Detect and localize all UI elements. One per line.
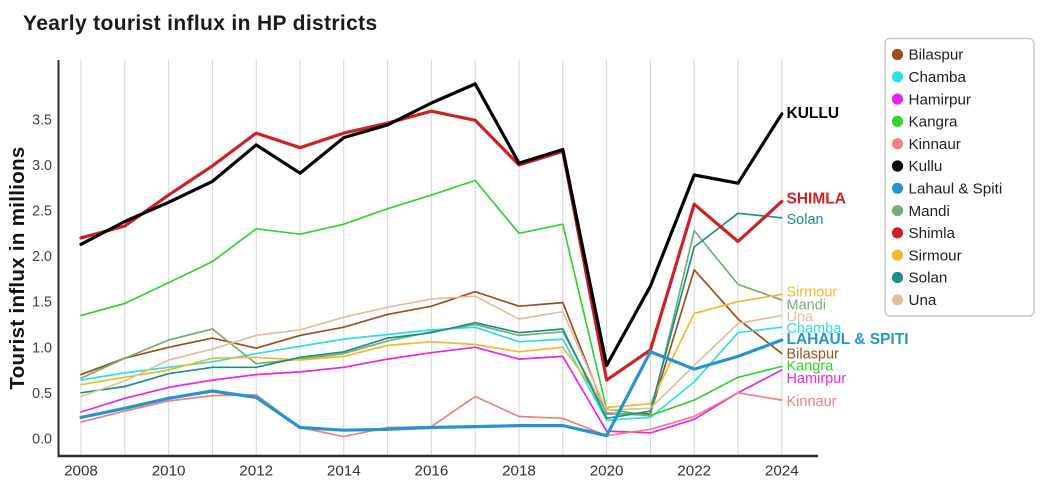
series-end-label-una: Una — [787, 309, 815, 325]
x-tick-label-2014: 2014 — [327, 463, 361, 480]
x-tick-label-2018: 2018 — [502, 463, 536, 480]
legend-item-solan: Solan — [891, 270, 948, 287]
legend-swatch-kullu — [891, 160, 904, 172]
x-tick-label-2010: 2010 — [152, 463, 186, 480]
series-line-una — [80, 295, 783, 411]
series-end-label-bilaspur: Bilaspur — [787, 347, 840, 363]
series-line-hamirpur — [80, 346, 783, 434]
x-tick-label-2012: 2012 — [239, 463, 273, 480]
series-end-label-mandi: Mandi — [787, 297, 827, 313]
series-end-label-lahaul-spiti: LAHAUL & SPITI — [787, 331, 909, 348]
legend-item-kangra: Kangra — [891, 114, 959, 131]
legend-label: Kullu — [909, 158, 943, 175]
legend-label: Sirmour — [909, 247, 962, 264]
gridlines — [80, 60, 783, 455]
x-tick-label-2020: 2020 — [590, 463, 624, 480]
legend-label: Mandi — [909, 203, 950, 220]
x-tick-label-2016: 2016 — [415, 463, 449, 480]
series-end-label-kinnaur: Kinnaur — [787, 394, 837, 410]
series-line-kangra — [80, 179, 783, 417]
legend-item-hamirpur: Hamirpur — [891, 91, 971, 108]
series-line-bilaspur — [80, 268, 783, 415]
y-tick-label-0.5: 0.5 — [32, 386, 52, 402]
legend-swatch-hamirpur — [891, 93, 904, 105]
series-line-sirmour — [80, 293, 783, 409]
legend-label: Shimla — [909, 225, 956, 242]
x-tick-label-2022: 2022 — [677, 463, 711, 480]
y-axis-tick-labels: 0.0 0.5 1.0 1.5 2.0 2.5 3.0 3.5 — [32, 112, 52, 447]
legend-item-kullu: Kullu — [891, 158, 943, 175]
legend-label: Kangra — [909, 114, 959, 131]
legend-item-bilaspur: Bilaspur — [891, 47, 964, 64]
series-end-label-hamirpur: Hamirpur — [787, 371, 847, 387]
legend-swatch-sirmour — [891, 249, 904, 261]
legend-swatch-solan — [891, 271, 904, 284]
axes-spines — [57, 60, 818, 458]
chart-title: Yearly tourist influx in HP districts — [23, 12, 378, 35]
legend-item-chamba: Chamba — [891, 69, 967, 86]
series-end-label-kullu: KULLU — [787, 105, 840, 122]
legend-box — [884, 37, 1035, 317]
legend-item-una: Una — [891, 292, 937, 309]
legend-label: Chamba — [909, 69, 967, 86]
y-tick-label-0.0: 0.0 — [32, 431, 52, 447]
x-axis-tick-labels: 2008 2010 2012 2014 2016 2018 2020 2022 2024 — [64, 463, 799, 480]
x-tick-label-2008: 2008 — [64, 463, 98, 480]
legend-swatch-chamba — [891, 71, 904, 83]
legend-swatch-kangra — [891, 115, 904, 127]
legend-swatch-shimla — [891, 227, 904, 239]
legend-item-sirmour: Sirmour — [891, 247, 962, 264]
legend-swatch-una — [891, 294, 904, 306]
series-end-label-kangra: Kangra — [787, 358, 835, 374]
legend-item-mandi: Mandi — [891, 203, 950, 220]
series-line-chamba — [80, 326, 783, 422]
legend-label: Kinnaur — [909, 136, 961, 153]
series-line-shimla — [79, 109, 784, 382]
y-axis-title: Tourist influx in millions — [6, 146, 29, 389]
legend: Bilaspur Chamba Hamirpur Kangra Kinnaur Kullu… — [884, 37, 1035, 317]
y-tick-label-1.0: 1.0 — [32, 340, 52, 356]
legend-swatch-lahaul-spiti — [891, 182, 904, 194]
y-tick-label-2.5: 2.5 — [32, 204, 52, 220]
series-end-label-sirmour: Sirmour — [787, 285, 838, 301]
series-line-kullu — [79, 82, 784, 368]
y-tick-label-3.5: 3.5 — [32, 112, 52, 128]
legend-label: Bilaspur — [909, 47, 964, 64]
x-tick-label-2024: 2024 — [765, 463, 799, 480]
legend-label: Solan — [909, 270, 948, 287]
legend-label: Lahaul & Spiti — [909, 181, 1003, 198]
y-tick-label-1.5: 1.5 — [32, 295, 52, 311]
legend-item-kinnaur: Kinnaur — [891, 136, 961, 153]
legend-item-shimla: Shimla — [891, 225, 956, 242]
legend-label: Una — [909, 292, 937, 309]
legend-swatch-kinnaur — [891, 138, 904, 150]
legend-swatch-bilaspur — [891, 48, 904, 61]
series-end-label-chamba: Chamba — [787, 321, 843, 337]
y-tick-label-3.0: 3.0 — [32, 158, 52, 174]
legend-label: Hamirpur — [909, 91, 971, 108]
legend-swatch-mandi — [891, 205, 904, 217]
series-end-label-shimla: SHIMLA — [787, 191, 846, 208]
series-line-lahaul-spiti — [79, 338, 784, 438]
y-tick-label-2.0: 2.0 — [32, 249, 52, 265]
series-lines — [79, 82, 784, 438]
series-end-label-solan: Solan — [787, 212, 824, 228]
legend-item-lahaul-spiti: Lahaul & Spiti — [891, 181, 1003, 198]
